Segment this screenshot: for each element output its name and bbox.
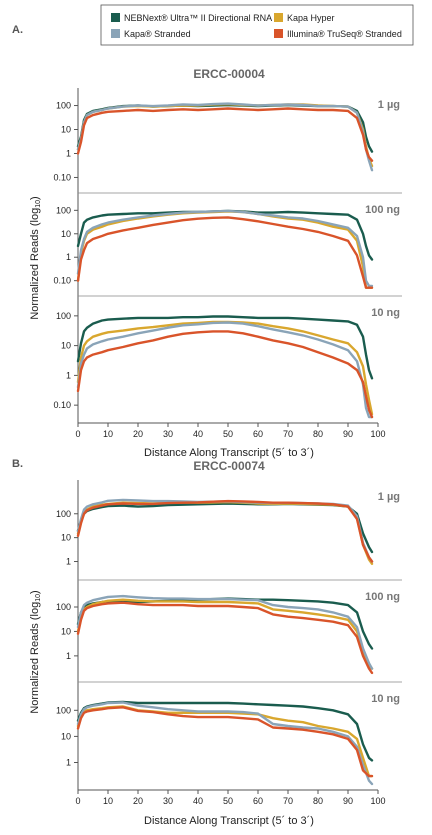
x-tick-label: 80 [313,796,323,806]
series-line-3 [76,499,374,563]
x-tick-label: 100 [370,796,385,806]
series-line-1 [76,598,374,670]
y-tick-label: 1 [66,148,71,158]
panel-a-letter: A. [12,24,23,36]
y-tick-label: 1 [66,370,71,380]
y-tick-label: 1 [66,252,71,262]
y-tick-label: 10 [61,229,71,239]
series-line-0 [76,315,374,380]
panel-a: A. ERCC-00004 0 10 20 30 40 50 60 70 80 90 1001001… [12,24,402,459]
legend-swatch-nebnext [111,13,120,22]
x-tick-label: 10 [103,429,113,439]
x-tick-label: 20 [133,796,143,806]
y-tick-label: 100 [56,509,71,519]
y-tick-label: 10 [61,731,71,741]
legend-label-kapa-hyper: Kapa Hyper [287,13,335,23]
x-tick-label: 70 [283,796,293,806]
legend-label-kapa-stranded: Kapa® Stranded [124,29,191,39]
subplot-0: 100 10 1 0.10 1 µg [53,99,400,182]
panel-b-letter: B. [12,458,23,470]
series-line-0 [76,502,374,554]
x-tick-label: 0 [75,796,80,806]
subplot-amount-label: 1 µg [378,99,400,111]
subplot-amount-label: 1 µg [378,491,400,503]
panel-b-xlabel: Distance Along Transcript (5´ to 3´) [144,815,314,827]
x-tick-label: 0 [75,429,80,439]
subplot-amount-label: 100 ng [365,204,400,216]
legend-box [100,4,414,46]
x-tick-label: 80 [313,429,323,439]
x-tick-label: 100 [370,429,385,439]
series-line-3 [76,330,374,419]
subplot-amount-label: 10 ng [371,693,400,705]
x-tick-label: 20 [133,429,143,439]
panel-b-title: ERCC-00074 [193,459,265,473]
series-line-1 [76,102,374,168]
legend-label-truseq: Illumina® TruSeq® Stranded [287,29,402,39]
x-tick-label: 90 [343,429,353,439]
x-tick-label: 90 [343,796,353,806]
x-tick-label: 50 [223,429,233,439]
legend: NEBNext® Ultra™ II Directional RNA Kapa … [100,4,414,46]
subplot-1: 100 10 1 0.10 100 ng [53,192,402,289]
series-line-2 [76,102,374,172]
y-tick-label: 10 [61,125,71,135]
legend-swatch-kapa-stranded [111,29,120,38]
x-tick-label: 40 [193,796,203,806]
series-line-3 [76,706,374,778]
series-line-2 [76,321,374,419]
series-line-2 [76,498,374,563]
y-tick-label: 0.10 [53,276,71,286]
y-tick-label: 1 [66,757,71,767]
subplot-amount-label: 100 ng [365,591,400,603]
panel-b-ylabel: Normalized Reads (log10) [29,590,42,713]
series-line-3 [76,601,374,675]
panel-b: B. ERCC-00074 0 10 20 30 40 50 60 70 80 90 1001001… [12,458,402,827]
subplot-1: 100 10 1 100 ng [56,579,402,675]
x-tick-label: 30 [163,796,173,806]
series-line-2 [76,209,374,288]
series-line-3 [76,107,374,162]
subplot-amount-label: 10 ng [371,307,400,319]
subplot-2: 100 10 1 10 ng [56,681,402,786]
x-tick-label: 70 [283,429,293,439]
y-tick-label: 0.10 [53,400,71,410]
y-tick-label: 1 [66,557,71,567]
y-tick-label: 1 [66,651,71,661]
y-tick-label: 0.10 [53,172,71,182]
x-tick-label: 50 [223,796,233,806]
legend-swatch-truseq [274,29,283,38]
legend-label-nebnext: NEBNext® Ultra™ II Directional RNA [124,13,272,23]
x-tick-label: 40 [193,429,203,439]
panel-a-xlabel: Distance Along Transcript (5´ to 3´) [144,447,314,459]
series-line-3 [76,216,374,289]
series-line-2 [76,594,374,670]
series-line-2 [76,701,374,786]
y-tick-label: 100 [56,311,71,321]
y-tick-label: 100 [56,602,71,612]
x-tick-label: 30 [163,429,173,439]
y-tick-label: 100 [56,101,71,111]
subplot-0: 100 10 1 1 µg [56,491,400,567]
x-tick-label: 60 [253,796,263,806]
y-tick-label: 10 [61,533,71,543]
y-tick-label: 100 [56,705,71,715]
x-tick-label: 10 [103,796,113,806]
x-tick-label: 60 [253,429,263,439]
y-tick-label: 10 [61,341,71,351]
y-tick-label: 100 [56,205,71,215]
series-line-1 [76,500,374,565]
y-tick-label: 10 [61,626,71,636]
panel-a-title: ERCC-00004 [193,67,265,81]
subplot-2: 100 10 1 0.10 10 ng [53,295,402,419]
legend-swatch-kapa-hyper [274,13,283,22]
panel-a-ylabel: Normalized Reads (log10) [29,196,42,319]
